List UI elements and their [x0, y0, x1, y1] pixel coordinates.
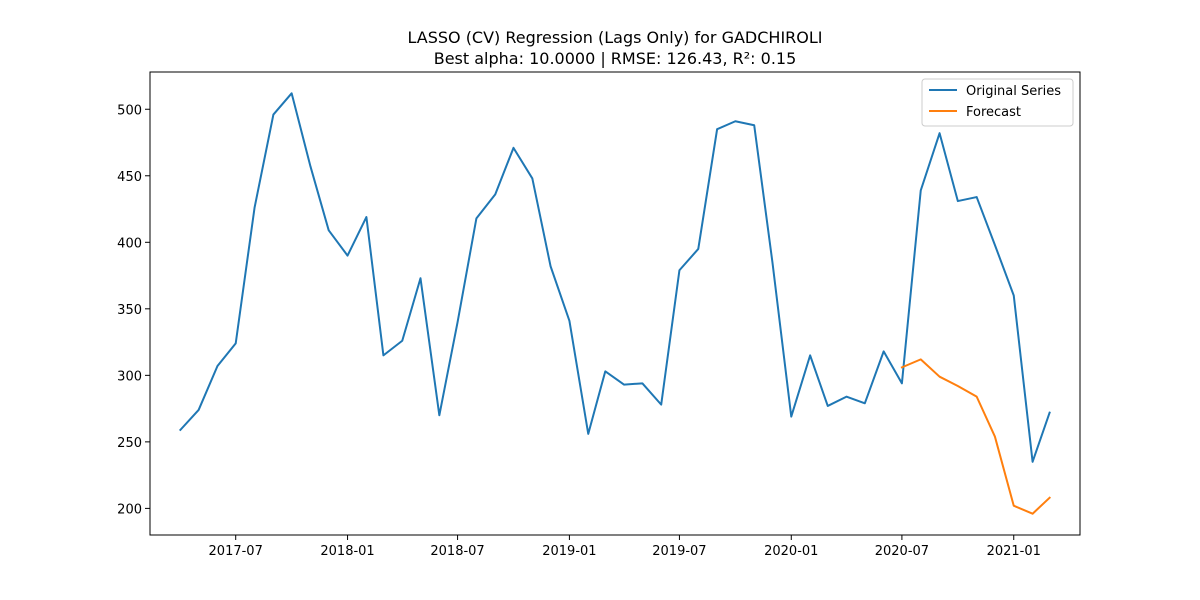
- chart-title: LASSO (CV) Regression (Lags Only) for GA…: [407, 28, 822, 47]
- x-tick-label: 2020-01: [764, 544, 818, 559]
- x-tick-label: 2019-07: [652, 544, 706, 559]
- x-tick-label: 2018-01: [320, 544, 374, 559]
- x-tick-label: 2019-01: [542, 544, 596, 559]
- y-tick-label: 250: [117, 436, 142, 451]
- x-tick-label: 2018-07: [430, 544, 484, 559]
- y-tick-label: 300: [117, 369, 142, 384]
- x-tick-label: 2017-07: [209, 544, 263, 559]
- y-tick-label: 450: [117, 170, 142, 185]
- y-axis: 200 250 300 350 400 450 500: [117, 103, 150, 517]
- plot-frame: [149, 71, 1081, 536]
- legend-box: [921, 78, 1074, 127]
- legend-label-original: Original Series: [966, 84, 1061, 99]
- x-tick-label: 2020-07: [875, 544, 929, 559]
- legend-label-forecast: Forecast: [966, 105, 1021, 120]
- y-tick-label: 350: [117, 303, 142, 318]
- y-tick-label: 500: [117, 103, 142, 118]
- series-line-1: [900, 358, 1052, 515]
- legend: Original Series Forecast: [921, 78, 1074, 127]
- y-tick-label: 200: [117, 502, 142, 517]
- chart-subtitle: Best alpha: 10.0000 | RMSE: 126.43, R²: …: [434, 49, 797, 68]
- plot-area: [178, 92, 1052, 515]
- y-tick-label: 400: [117, 236, 142, 251]
- x-axis: 2017-07 2018-01 2018-07 2019-01 2019-07 2020-…: [209, 535, 1041, 559]
- series-line-0: [178, 92, 1051, 463]
- x-tick-label: 2021-01: [987, 544, 1041, 559]
